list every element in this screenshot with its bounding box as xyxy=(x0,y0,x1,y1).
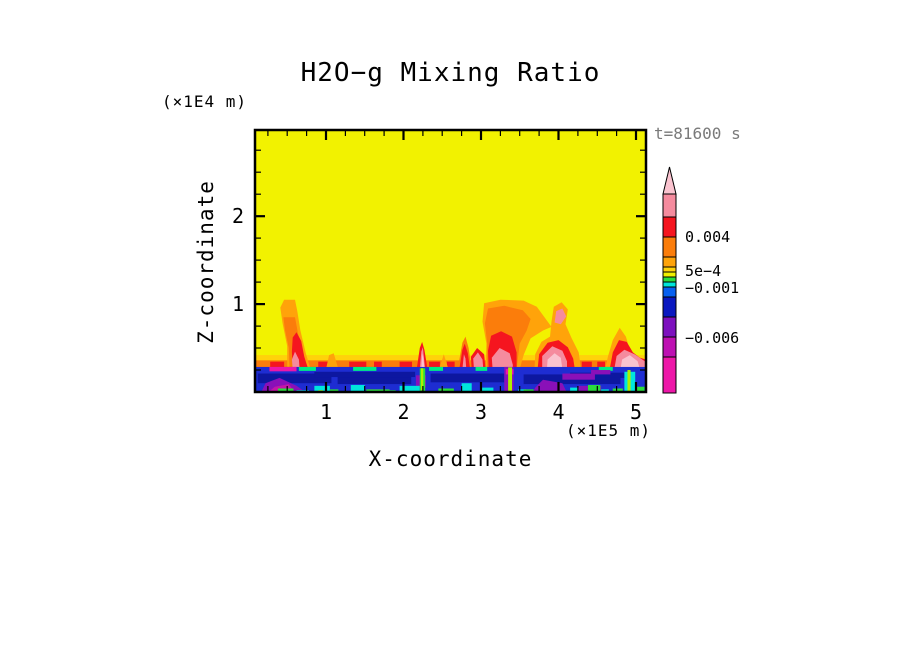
colorbar-segment xyxy=(662,281,677,288)
colorbar-segment xyxy=(662,316,677,338)
y-axis-tick-label: 1 xyxy=(231,292,244,317)
colorbar-segment xyxy=(662,276,677,283)
colorbar-segment xyxy=(662,236,677,258)
colorbar xyxy=(662,166,677,394)
colorbar-segment xyxy=(662,216,677,238)
x-axis-tick-label: 1 xyxy=(319,400,332,424)
y-axis-unit-label: (×1E4 m) xyxy=(162,92,248,111)
heatmap-features xyxy=(255,130,646,392)
colorbar-segment xyxy=(662,193,677,218)
x-axis-label: X-coordinate xyxy=(368,447,533,471)
colorbar-label: 0.004 xyxy=(685,228,731,246)
x-axis-unit-label: (×1E5 m) xyxy=(566,421,652,440)
colorbar-label: 5e−4 xyxy=(685,262,722,280)
colorbar-segment xyxy=(662,286,677,298)
colorbar-segment xyxy=(662,336,677,358)
timestamp-label: t=81600 s xyxy=(654,124,741,143)
heatmap-plot xyxy=(253,128,648,394)
y-axis-label: Z-coordinate xyxy=(194,180,218,344)
colorbar-label: −0.001 xyxy=(685,279,740,297)
colorbar-label: −0.006 xyxy=(685,329,740,347)
x-axis-tick-label: 2 xyxy=(397,400,410,424)
plot-frame xyxy=(253,128,648,394)
colorbar-arrow-icon xyxy=(662,166,677,195)
axis-ticks xyxy=(256,131,645,391)
colorbar-segment xyxy=(662,266,677,273)
colorbar-segment xyxy=(662,296,677,318)
chart-title: H2O−g Mixing Ratio xyxy=(300,58,601,88)
colorbar-segment xyxy=(662,356,677,394)
x-axis-tick-label: 5 xyxy=(629,400,643,424)
colorbar-segment xyxy=(662,256,677,268)
x-axis-tick-label: 4 xyxy=(552,400,565,424)
colorbar-segment xyxy=(662,271,677,278)
y-axis-tick-label: 2 xyxy=(231,204,244,229)
x-axis-tick-label: 3 xyxy=(474,400,487,424)
